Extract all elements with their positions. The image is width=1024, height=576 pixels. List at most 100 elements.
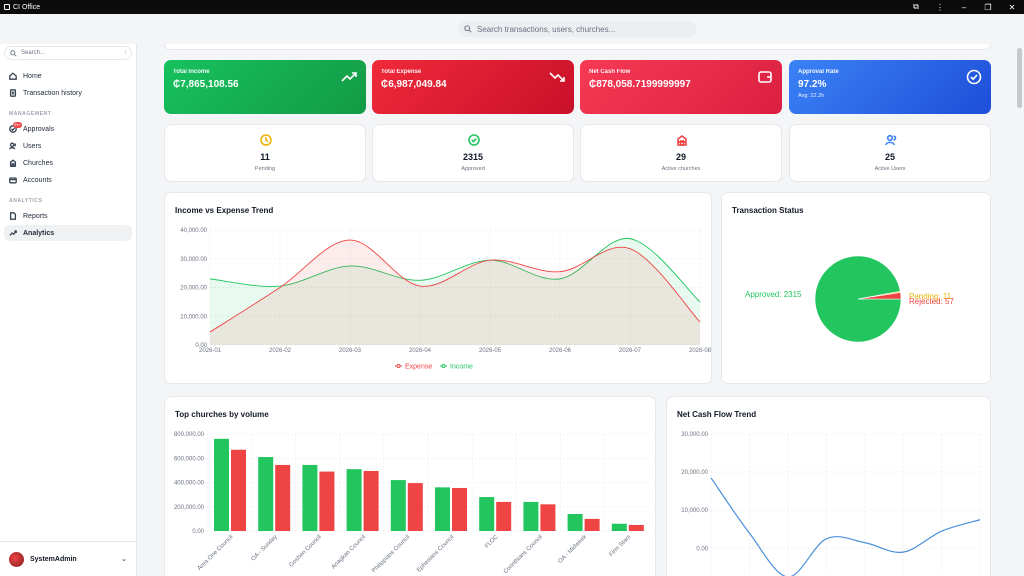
sidebar-search-input[interactable]: Search... / (4, 46, 132, 60)
mini-card-active-churches[interactable]: 29 Active churches (580, 124, 782, 182)
mini-value: 2315 (462, 152, 484, 162)
sidebar-item-accounts[interactable]: Accounts (4, 172, 132, 188)
sidebar-item-label: Transaction history (23, 89, 82, 97)
pie-slice (857, 292, 902, 300)
bar-income (214, 438, 229, 531)
sidebar-item-home[interactable]: Home (4, 68, 132, 84)
search-icon (10, 49, 17, 57)
check-circle-icon (468, 134, 480, 146)
bar-expense (363, 470, 379, 531)
mini-card-pending[interactable]: 11 Pending (164, 124, 366, 182)
net-cash-flow-chart: 0.00 10,000.00 20,000.00 30,000.00 (681, 432, 981, 576)
user-menu[interactable]: SystemAdmin ⌄ (0, 541, 137, 576)
chart-title: Net Cash Flow Trend (677, 410, 757, 419)
users-icon (9, 142, 16, 150)
stat-label: Net Cash Flow (589, 69, 631, 75)
legend-dot (441, 364, 446, 368)
sidebar-item-users[interactable]: Users (4, 138, 132, 154)
top-churches-chart: 0.00 200,000.00 400,000.00 600,000.00 800,00… (174, 432, 649, 575)
sidebar-item-analytics[interactable]: Analytics (4, 225, 132, 241)
bar-expense (452, 487, 467, 531)
stat-label: Total Expense (381, 69, 422, 75)
x-tick-label: OA - Midweek (557, 533, 588, 564)
x-tick-label: Corinthians Council (503, 534, 544, 575)
document-icon (9, 89, 17, 97)
y-tick-label: 800,000.00 (174, 432, 205, 438)
pie-label-pending: Pending: 11 (909, 292, 952, 301)
stat-value: 97.2% (798, 79, 827, 90)
sidebar-item-label: Users (23, 142, 42, 150)
x-tick-label: 2026-07 (619, 348, 642, 354)
users-icon (885, 134, 897, 146)
close-button[interactable]: ✕ (1008, 2, 1016, 12)
x-tick-label: 2026-05 (479, 348, 502, 354)
y-tick-label: 600,000.00 (174, 456, 205, 462)
bar-expense (275, 464, 291, 531)
sidebar-item-label: Accounts (23, 176, 52, 184)
sidebar-item-transaction-history[interactable]: Transaction history (4, 85, 132, 101)
check-circle-icon (966, 69, 982, 85)
legend-label: Expense (405, 364, 432, 371)
bar-income (390, 480, 406, 531)
mini-card-approved[interactable]: 2315 Approved (372, 124, 574, 182)
chart-title: Top churches by volume (175, 410, 269, 419)
y-tick-label: 10,000.00 (180, 314, 207, 320)
stat-value: ₵878,058.7199999997 (589, 79, 691, 90)
x-tick-label: 2026-06 (549, 348, 572, 354)
global-search-input[interactable]: Search transactions, users, churches... (458, 21, 696, 37)
income-expense-trend-card: Income vs Expense Trend 0.00 10,000.00 20,… (164, 192, 712, 384)
y-tick-label: 30,000.00 (180, 257, 207, 263)
app-title: CI Office (0, 4, 40, 11)
x-tick-label: Anagkan Council (331, 534, 367, 570)
stat-label: Approval Rate (798, 69, 839, 75)
x-tick-label: FLOC (484, 534, 500, 550)
church-icon (9, 159, 17, 167)
maximize-button[interactable]: ❐ (984, 2, 992, 12)
y-tick-label: 0.00 (192, 529, 204, 535)
x-tick-label: Firm Stars (609, 534, 633, 558)
more-menu-button[interactable]: ⋮ (936, 2, 944, 12)
extensions-button[interactable]: ⧉ (913, 2, 919, 11)
home-icon (9, 72, 17, 80)
stat-card-approval-rate[interactable]: Approval Rate 97.2% Avg: 22.2h (789, 60, 991, 114)
avatar (9, 551, 24, 567)
net-cash-flow-card: Net Cash Flow Trend 0.00 10,000.00 20,000.… (666, 396, 991, 576)
legend-label: Income (450, 364, 473, 371)
sidebar-item-reports[interactable]: Reports (4, 208, 132, 224)
transaction-status-card: Transaction Status Approved: 2315 Pending… (721, 192, 991, 384)
stat-card-total-expense[interactable]: Total Expense ₵6,987,049.84 (372, 60, 574, 114)
sidebar-item-churches[interactable]: Churches (4, 155, 132, 171)
church-icon (677, 135, 687, 146)
income-expense-trend-chart: 0.00 10,000.00 20,000.00 30,000.00 40,000.00… (180, 228, 711, 371)
sidebar-search-placeholder: Search... (21, 50, 46, 56)
x-tick-label: OA - Sunday (250, 534, 278, 562)
series-area-income (210, 238, 700, 345)
chart-title: Income vs Expense Trend (175, 206, 274, 215)
trending-down-icon (549, 72, 565, 82)
y-tick-label: 200,000.00 (174, 505, 205, 511)
y-tick-label: 40,000.00 (180, 228, 207, 234)
mini-caption: Approved (461, 166, 485, 172)
scrollbar-thumb[interactable] (1017, 48, 1022, 108)
minimize-button[interactable]: – (961, 2, 967, 12)
sidebar-item-approvals[interactable]: 99+ Approvals (4, 121, 132, 137)
stat-card-total-income[interactable]: Total Income ₵7,865,108.56 (164, 60, 366, 114)
bar-expense (496, 501, 512, 531)
stat-label: Total Income (173, 69, 210, 75)
sidebar-item-label: Churches (23, 159, 53, 167)
bar-income (346, 469, 362, 531)
top-bar: Search transactions, users, churches... (0, 14, 1024, 44)
bar-income (479, 497, 495, 531)
title-bar: CI Office ⧉ ⋮ – ❐ ✕ (0, 0, 1024, 14)
mini-card-active-users[interactable]: 25 Active Users (789, 124, 991, 182)
sidebar-item-label: Home (23, 72, 42, 80)
y-tick-label: 0.00 (195, 343, 207, 349)
mini-value: 11 (260, 152, 270, 162)
section-analytics: ANALYTICS (9, 198, 43, 204)
section-management: MANAGEMENT (9, 111, 52, 117)
search-icon (464, 25, 472, 33)
scrollbar[interactable] (1015, 44, 1024, 576)
x-tick-label: Goshen Council (288, 534, 322, 568)
stat-card-net-cash-flow[interactable]: Net Cash Flow ₵878,058.7199999997 (580, 60, 782, 114)
